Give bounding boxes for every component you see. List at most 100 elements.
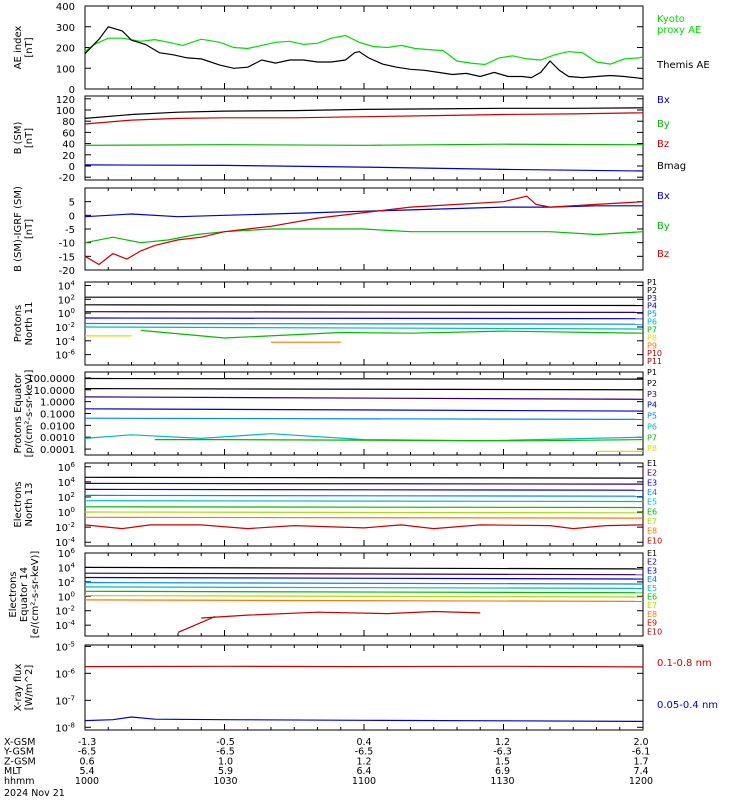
axis-row-value: 1.0 — [218, 756, 233, 767]
y-tick-label: 100 — [56, 64, 75, 75]
axis-row-value: 7.4 — [633, 766, 648, 777]
y-tick-label: 100 — [58, 506, 75, 519]
panel-frame-6 — [84, 462, 644, 547]
series-line-e2 — [84, 482, 644, 485]
legend-label: Bz — [657, 139, 669, 150]
y-tick-label: 102 — [58, 576, 75, 589]
axis-row-value: -6.3 — [493, 747, 512, 758]
y-axis-label: North 11 — [24, 302, 35, 346]
y-tick-label: 10-2 — [55, 605, 75, 618]
legend-label: E3 — [647, 566, 657, 575]
y-tick-label: 120 — [56, 95, 75, 106]
legend-label: E1 — [647, 459, 657, 468]
y-tick-label: 10-4 — [55, 335, 75, 348]
axis-row-value: -6.1 — [632, 747, 651, 758]
series-line-p3 — [84, 396, 644, 400]
legend-label: Bx — [657, 95, 670, 106]
date-label: 2024 Nov 21 — [4, 788, 65, 799]
y-tick-label: 5 — [69, 198, 75, 209]
y-tick-label: 10-8 — [55, 721, 75, 734]
legend-label: 0.1-0.8 nm — [657, 658, 712, 669]
legend-label: P11 — [647, 357, 662, 366]
y-tick-label: 0 — [69, 162, 75, 173]
y-tick-label: 100.0000 — [27, 374, 75, 385]
y-tick-label: 10.0000 — [34, 386, 75, 397]
legend-label: P3 — [647, 294, 657, 303]
series-line-e1 — [84, 566, 644, 570]
series-line-e5 — [84, 586, 644, 589]
legend-label: P8 — [647, 444, 657, 453]
series-line-p5 — [84, 417, 644, 420]
series-line-p1 — [84, 377, 644, 380]
series-line-e2 — [84, 572, 644, 576]
legend-label: Bmag — [657, 161, 686, 172]
axis-row-value: 1.2 — [495, 737, 510, 748]
y-tick-label: 102 — [58, 293, 75, 306]
series-line-e8 — [84, 516, 644, 519]
axis-row-name: X-GSM — [4, 737, 35, 748]
y-tick-label: -20 — [59, 266, 75, 277]
axis-row-value: 1200 — [629, 776, 653, 787]
legend-label: E10 — [647, 627, 662, 636]
series-line-e7 — [84, 511, 644, 514]
series-line-bmag — [84, 107, 644, 119]
y-tick-label: 10-4 — [55, 619, 75, 632]
y-axis-label: Equator 14 — [19, 567, 30, 622]
series-line-e4 — [84, 582, 644, 585]
axis-row-value: 6.4 — [356, 766, 371, 777]
y-tick-label: 106 — [58, 547, 76, 560]
panel-frame-8 — [84, 644, 644, 731]
y-axis-label: [nT] — [24, 219, 35, 239]
series-line-e3 — [84, 576, 644, 580]
legend-label: proxy AE — [657, 25, 701, 36]
y-axis-label: B (SM) — [13, 121, 24, 154]
y-tick-label: 104 — [58, 476, 76, 489]
legend-label: Bx — [657, 191, 670, 202]
series-line-e8 — [84, 599, 644, 602]
axis-row-value: -1.3 — [78, 737, 97, 748]
legend-label: E2 — [647, 558, 657, 567]
axis-row-name: MLT — [4, 766, 22, 777]
y-tick-label: 102 — [58, 491, 75, 504]
legend-label: E3 — [647, 478, 657, 487]
legend-label: By — [657, 221, 670, 232]
series-line-p7 — [154, 439, 644, 442]
y-tick-label: -10 — [59, 239, 75, 250]
series-line-e10 — [84, 524, 644, 530]
legend-label: E1 — [647, 549, 657, 558]
legend-label: E5 — [647, 498, 657, 507]
y-tick-label: 104 — [58, 561, 76, 574]
axis-row-value: -6.5 — [78, 747, 97, 758]
series-line-by — [84, 143, 644, 146]
legend-label: P6 — [647, 318, 657, 327]
y-tick-label: 100 — [58, 307, 75, 320]
legend-label: E7 — [647, 601, 657, 610]
y-tick-label: 20 — [62, 151, 75, 162]
legend-label: P1 — [647, 278, 657, 287]
series-line-p5 — [84, 322, 644, 325]
y-tick-label: 0.1000 — [40, 410, 75, 421]
series-line-0-1-0-8-nm — [84, 665, 644, 668]
legend-label: P3 — [647, 390, 657, 399]
series-line-e4 — [84, 494, 644, 497]
axis-row-value: 1.2 — [356, 756, 371, 767]
y-axis-label: Electrons — [13, 481, 24, 527]
y-tick-label: -20 — [59, 173, 75, 184]
y-tick-label: 100 — [58, 590, 75, 603]
y-tick-label: 10-5 — [55, 640, 75, 653]
series-line-p4 — [84, 408, 644, 412]
y-tick-label: 300 — [56, 23, 75, 34]
legend-label: By — [657, 119, 670, 130]
legend-label: E4 — [647, 575, 657, 584]
series-line-p7 — [140, 329, 644, 339]
axis-row-value: 1130 — [490, 776, 514, 787]
legend-label: P5 — [647, 310, 657, 319]
series-line-e1 — [84, 476, 644, 479]
legend-label: 0.05-0.4 nm — [657, 700, 718, 711]
series-line-kyoto-proxy-ae — [84, 34, 644, 66]
y-axis-label: Electrons — [8, 571, 19, 617]
y-axis-label: [nT] — [24, 37, 35, 57]
series-line-e6 — [84, 590, 644, 594]
legend-label: Kyoto — [657, 14, 685, 25]
legend-label: E9 — [647, 619, 657, 628]
